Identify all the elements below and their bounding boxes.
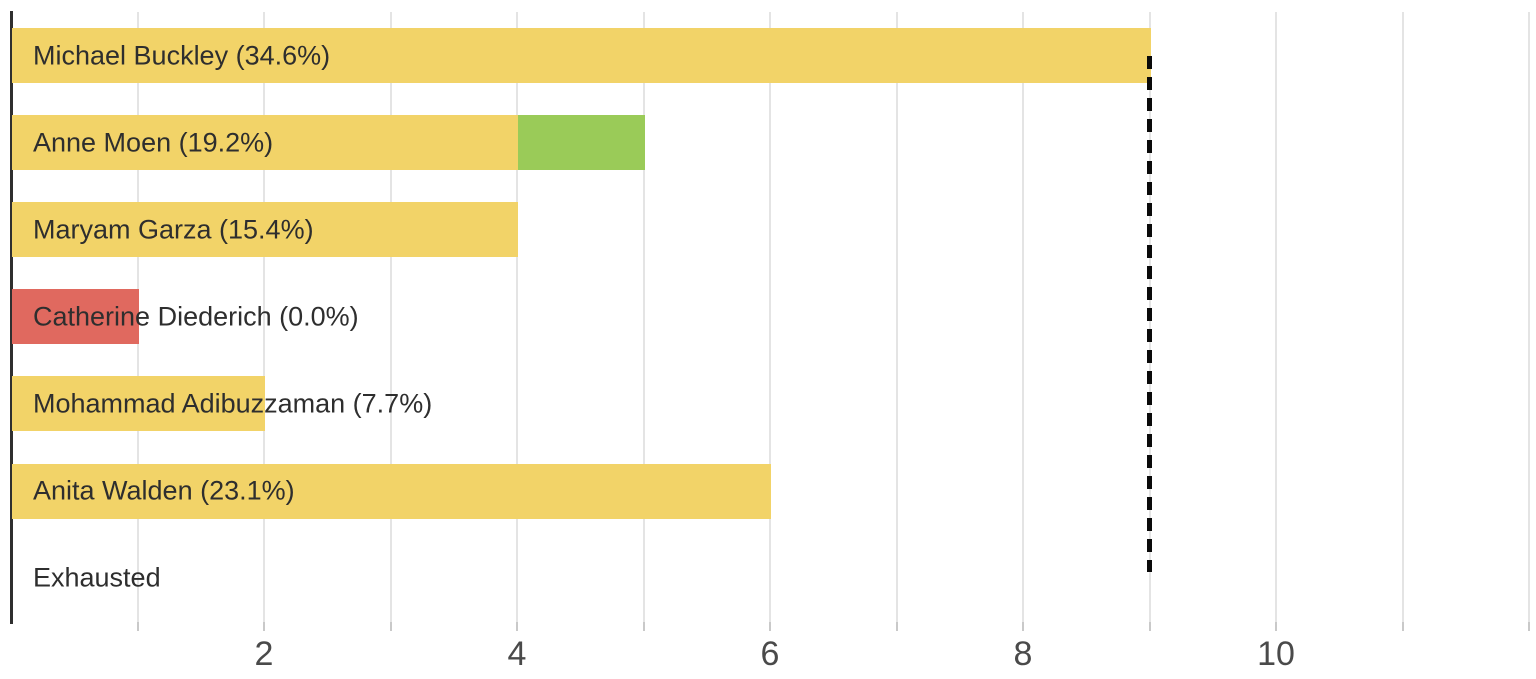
axis-tick xyxy=(1401,622,1404,631)
gridline xyxy=(1528,12,1530,622)
axis-tick xyxy=(1022,622,1024,631)
axis-tick xyxy=(1275,622,1277,631)
x-axis-tick-label: 6 xyxy=(760,635,780,673)
gridline xyxy=(895,12,898,622)
x-axis-tick-label: 10 xyxy=(1257,635,1295,673)
gridline xyxy=(263,12,265,622)
bar-segment-continuing xyxy=(12,28,1151,84)
bar-label: Anita Walden (23.1%) xyxy=(33,475,295,506)
x-axis-tick-label: 4 xyxy=(507,635,527,673)
bar-segment-eliminated xyxy=(12,289,139,345)
axis-tick xyxy=(263,622,265,631)
gridline xyxy=(1401,12,1404,622)
bar-label: Anne Moen (19.2%) xyxy=(33,127,274,158)
axis-tick xyxy=(516,622,518,631)
bar-segment-continuing xyxy=(12,202,518,258)
axis-tick xyxy=(136,622,139,631)
bar-segment-continuing xyxy=(12,463,771,519)
threshold-line xyxy=(1147,56,1152,572)
gridline xyxy=(1022,12,1024,622)
x-axis-tick-label: 2 xyxy=(254,635,274,673)
axis-tick xyxy=(1528,622,1530,631)
bar-label: Maryam Garza (15.4%) xyxy=(33,214,314,245)
bar-segment-continuing xyxy=(12,115,518,171)
bar-label: Exhausted xyxy=(33,562,161,593)
x-axis-tick-label: 8 xyxy=(1013,635,1033,673)
gridline xyxy=(516,12,518,622)
axis-tick xyxy=(642,622,645,631)
axis-tick xyxy=(769,622,771,631)
gridline xyxy=(642,12,645,622)
gridline xyxy=(769,12,771,622)
bar-label: Catherine Diederich (0.0%) xyxy=(33,301,359,332)
y-axis-line xyxy=(10,11,13,624)
gridline xyxy=(1275,12,1277,622)
bar-label: Mohammad Adibuzzaman (7.7%) xyxy=(33,388,433,419)
axis-tick xyxy=(1148,622,1151,631)
gridline xyxy=(389,12,392,622)
axis-tick xyxy=(389,622,392,631)
axis-tick xyxy=(895,622,898,631)
bar-segment-continuing xyxy=(12,376,265,432)
bar-segment-transfer xyxy=(518,115,645,171)
bar-label: Michael Buckley (34.6%) xyxy=(33,40,331,71)
